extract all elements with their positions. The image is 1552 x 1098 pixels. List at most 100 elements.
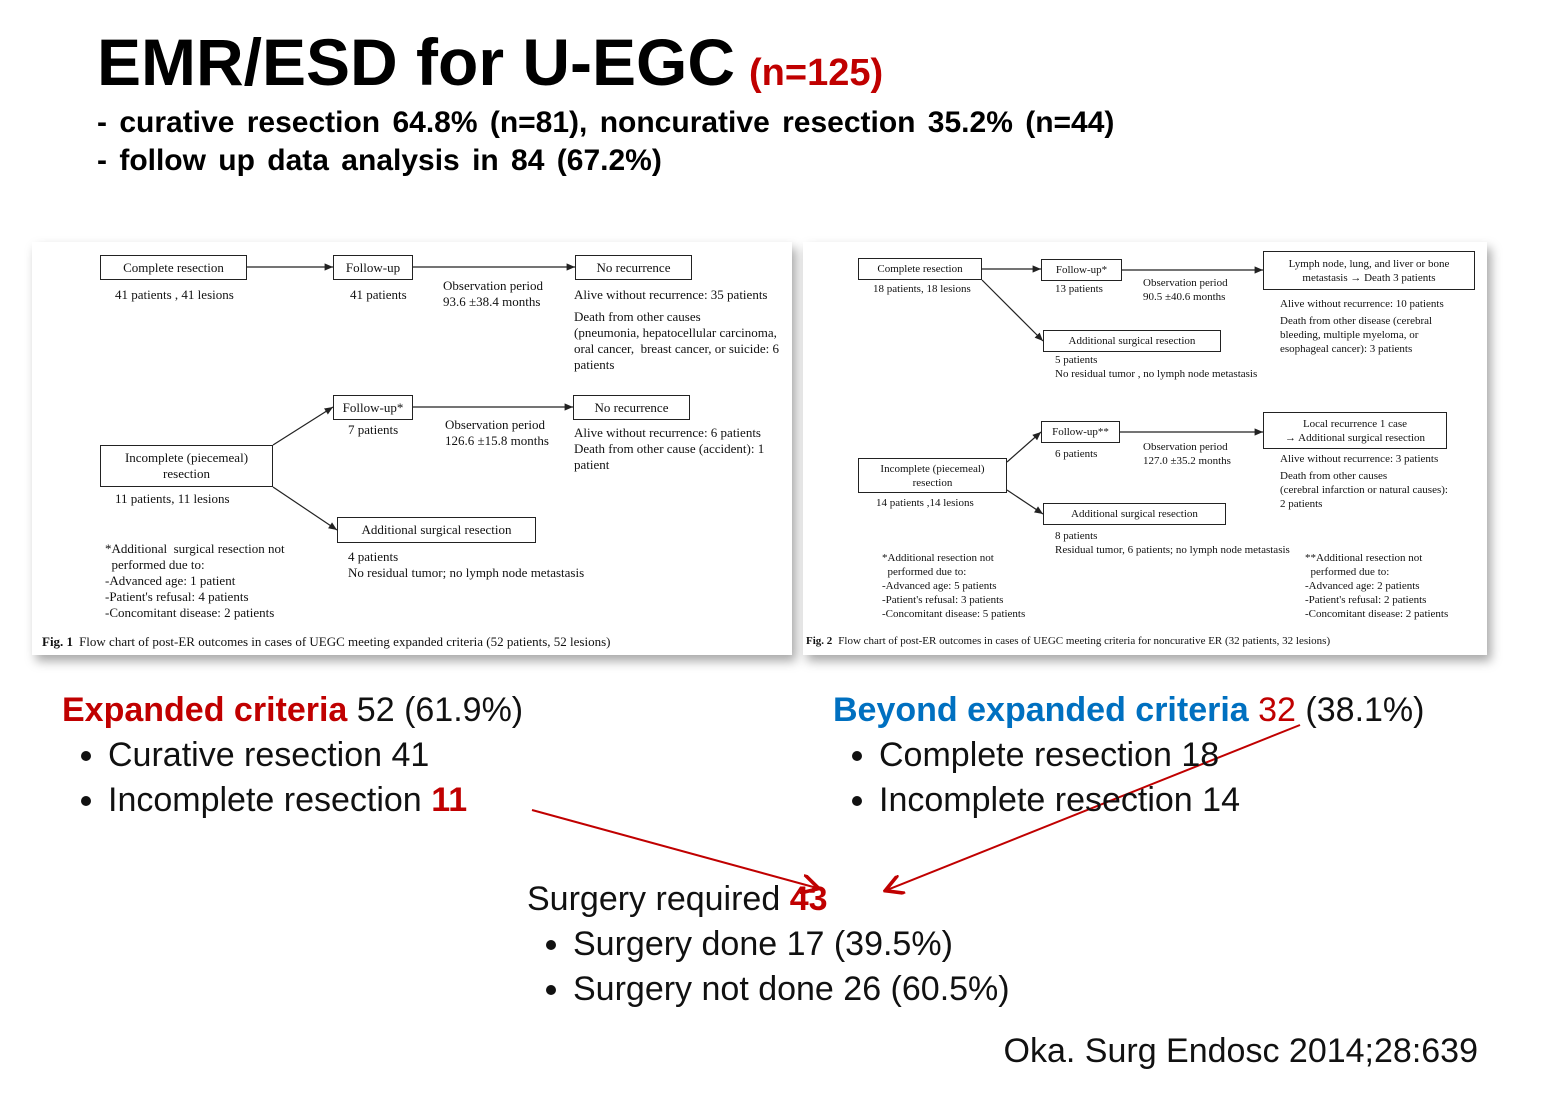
heading: Surgery required [527,880,781,918]
item-text: Curative resection 41 [108,736,430,774]
text-line: 14 patients ,14 lesions [876,497,974,509]
flow-note: Death from other disease (cerebral bleedi… [1280,314,1432,356]
flow-note: Observation period 127.0 ±35.2 months [1143,440,1231,468]
text-line: 5 patients [1055,354,1098,366]
text-line: 41 patients [350,287,407,302]
text-line: resection [912,476,953,489]
flow-note: 14 patients ,14 lesions [876,496,974,510]
caption-label: Fig. 1 [42,634,74,649]
flow-note: 4 patients No residual tumor; no lymph no… [348,549,584,581]
text-line: Death from other causes [1280,470,1388,482]
subtitle-line: - follow up data analysis in 84 (67.2%) [97,144,662,177]
text-line: Additional surgical resection [1071,508,1198,520]
text-line: bleeding, multiple myeloma, or [1280,329,1419,341]
flow-box: Incomplete (piecemeal) resection [100,445,273,487]
text-line: Lymph node, lung, and liver or bone [1288,257,1450,270]
text-line: 126.6 ±15.8 months [445,433,549,448]
figure-caption: Fig. 1 Flow chart of post-ER outcomes in … [42,634,611,650]
figure-caption: Fig. 2 Flow chart of post-ER outcomes in … [806,634,1330,648]
text-line: → Additional surgical resection [1284,431,1426,444]
text-line: patient [574,457,610,472]
text-line: Death from other disease (cerebral [1280,315,1433,327]
flow-note: 41 patients , 41 lesions [115,287,234,303]
flow-box: Follow-up [333,255,413,280]
flow-note: *Additional surgical resection not perfo… [105,541,285,621]
text-line: Additional surgical resection [1068,335,1196,347]
flow-note: Alive without recurrence: 10 patients [1280,297,1444,311]
text-line: 41 patients , 41 lesions [115,287,234,302]
flow-note: Observation period 93.6 ±38.4 months [443,278,543,310]
value: 52 [356,691,395,729]
item-text: Surgery done 17 (39.5%) [573,925,953,963]
text-line: -Advanced age: 5 patients [882,580,997,592]
flow-box: Follow-up* [333,395,413,420]
caption-text: Flow chart of post-ER outcomes in cases … [79,634,611,649]
item: Surgery done 17 (39.5%) [573,922,1010,967]
surgery-block: Surgery required 43 Surgery done 17 (39.… [527,877,1010,1012]
note: (38.1%) [1305,691,1425,729]
flow-note: 11 patients, 11 lesions [115,491,230,507]
text-line: 6 patients [1055,448,1098,460]
text-line: 93.6 ±38.4 months [443,294,541,309]
text-line: (pneumonia, hepatocellular carcinoma, [574,325,777,340]
text-line: Local recurrence 1 case [1302,417,1408,430]
beyond-block: Beyond expanded criteria 32 (38.1%) Comp… [833,688,1424,823]
text-line: Residual tumor, 6 patients; no lymph nod… [1055,544,1290,556]
caption-label: Fig. 2 [806,635,833,647]
flow-box: Lymph node, lung, and liver or bone metas… [1263,251,1475,290]
text-line: Death from other causes [574,309,701,324]
flow-box: No recurrence [573,395,690,420]
flow-note: Death from other causes (pneumonia, hepat… [574,309,779,373]
flow-box: Additional surgical resection [337,517,536,543]
flow-note: Alive without recurrence: 3 patients [1280,452,1438,466]
flow-box: Additional surgical resection [1043,503,1226,525]
flow-box: Additional surgical resection [1043,330,1221,352]
text-line: Follow-up** [1052,426,1109,438]
item-text: Surgery not done 26 (60.5%) [573,970,1010,1008]
text-line: Incomplete (piecemeal) [880,462,985,475]
flow-box: Complete resection [100,255,247,280]
flow-note: 8 patients Residual tumor, 6 patients; no… [1055,529,1290,557]
flow-box: Complete resection [858,258,982,280]
text-line: -Concomitant disease: 5 patients [882,608,1026,620]
text-line: 4 patients [348,549,399,564]
flow-note: 5 patients No residual tumor , no lymph n… [1055,353,1257,381]
text-line: -Advanced age: 1 patient [105,573,236,588]
title: EMR/ESD for U-EGC (n=125) [97,24,883,100]
text-line: 90.5 ±40.6 months [1143,291,1226,303]
flow-note: Alive without recurrence: 6 patients Deat… [574,425,764,473]
text-line: No recurrence [596,259,671,275]
text-line: Alive without recurrence: 35 patients [574,287,768,302]
citation: Oka. Surg Endosc 2014;28:639 [1003,1032,1478,1070]
text-line: esophageal cancer): 3 patients [1280,343,1413,355]
flow-note: Alive without recurrence: 35 patients [574,287,768,303]
flow-note: 7 patients [348,422,398,438]
text-line: metastasis → Death 3 patients [1302,271,1436,284]
text-line: Observation period [443,278,544,293]
text-line: 8 patients [1055,530,1098,542]
text-line: Alive without recurrence: 10 patients [1280,298,1444,310]
highlight-arrows [531,724,1301,890]
text-line: 127.0 ±35.2 months [1143,455,1231,467]
text-line: No residual tumor , no lymph node metast… [1055,368,1258,380]
text-line: Complete resection [877,263,963,275]
flow-note: Observation period 90.5 ±40.6 months [1143,276,1228,304]
text-line: 7 patients [348,422,399,437]
item-text: Complete resection 18 [879,736,1220,774]
item-highlight: 11 [431,781,468,819]
text-line: -Concomitant disease: 2 patients [105,605,275,620]
text-line: -Patient's refusal: 4 patients [105,589,249,604]
text-line: Follow-up* [1055,264,1108,276]
heading: Expanded criteria [62,691,348,729]
item: Curative resection 41 [108,733,523,778]
flow-box: Incomplete (piecemeal) resection [858,458,1007,493]
item: Complete resection 18 [879,733,1424,778]
text-line: resection [163,466,210,481]
text-line: -Concomitant disease: 2 patients [1305,608,1449,620]
text-line: performed due to: [105,557,205,572]
text-line: 2 patients [1280,498,1323,510]
text-line: Alive without recurrence: 6 patients [574,425,761,440]
title-note: (n=125) [749,52,884,94]
